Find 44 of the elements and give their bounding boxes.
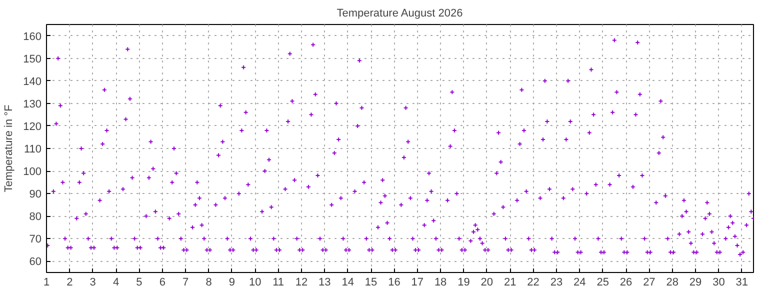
y-tick-label: 70 [29,234,42,246]
x-tick-label: 10 [249,276,262,288]
y-tick-label: 140 [23,76,42,88]
x-tick-label: 12 [295,276,308,288]
y-tick-label: 110 [24,144,42,156]
x-tick-label: 24 [574,276,586,288]
x-tick-label: 5 [136,276,142,288]
x-tick-label: 29 [689,276,702,288]
y-tick-label: 160 [23,30,42,43]
x-tick-label: 3 [90,276,96,288]
y-tick-label: 100 [23,166,42,178]
x-tick-label: 19 [458,276,470,288]
x-tick-label: 26 [620,276,632,288]
y-tick-label: 90 [29,188,42,201]
x-tick-label: 20 [480,276,494,288]
x-tick-label: 11 [272,276,284,288]
y-tick-label: 130 [23,98,42,110]
x-tick-label: 28 [666,276,678,288]
x-tick-label: 9 [228,276,236,288]
y-tick-label: 80 [29,211,42,224]
x-tick-label: 7 [182,276,189,288]
x-tick-label: 1 [43,276,50,288]
x-tick-label: 25 [596,276,609,288]
x-tick-label: 21 [504,276,516,288]
y-tick-label: 60 [29,256,42,268]
chart-title: Temperature August 2026 [336,8,463,20]
x-tick-label: 2 [66,276,73,288]
y-axis-title: Temperature in °F [3,104,16,192]
y-tick-label: 120 [23,120,42,133]
y-tick-label: 150 [23,53,42,66]
x-tick-label: 18 [434,276,447,288]
x-tick-label: 15 [364,276,378,288]
x-tick-label: 22 [527,276,540,288]
x-tick-label: 17 [411,276,424,288]
x-tick-label: 4 [112,276,120,288]
x-tick-label: 30 [712,276,725,288]
x-tick-label: 23 [550,276,563,288]
x-tick-label: 13 [318,276,331,288]
x-tick-label: 8 [206,276,212,288]
x-tick-label: 6 [159,276,166,288]
x-tick-label: 31 [736,276,748,288]
x-tick-label: 14 [342,276,354,288]
x-tick-label: 16 [388,276,400,288]
x-tick-label: 27 [643,276,656,288]
